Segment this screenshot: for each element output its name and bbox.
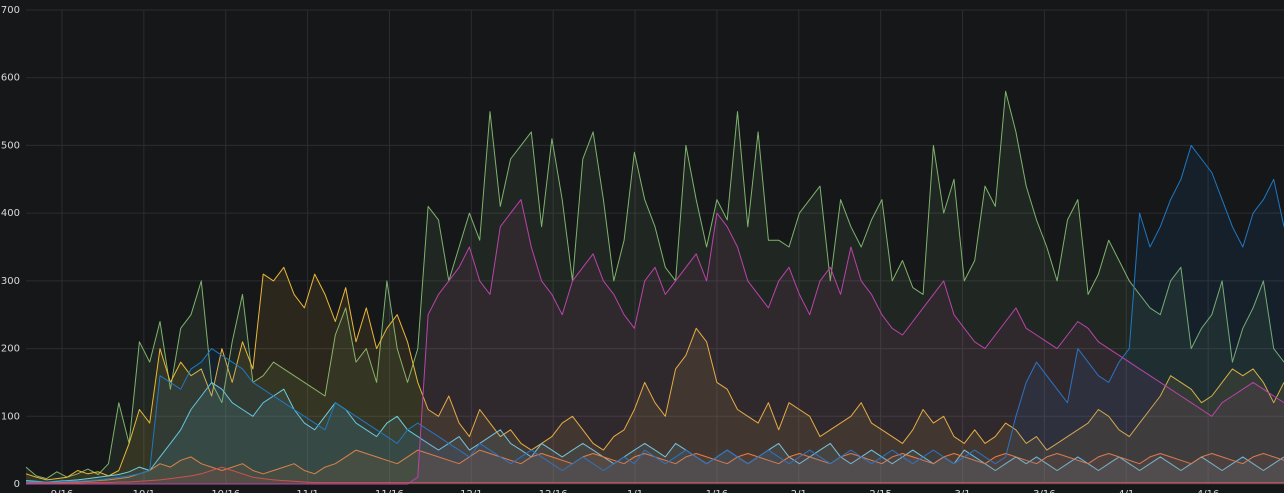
series-area-0 [26, 91, 1284, 485]
y-tick-label: 400 [1, 208, 20, 219]
x-tick-label: 4/1 [1118, 489, 1134, 493]
x-tick-label: 9/16 [51, 489, 73, 493]
x-tick-label: 4/16 [1197, 489, 1219, 493]
x-tick-label: 12/16 [539, 489, 568, 493]
series-area-6 [26, 199, 1284, 484]
series-area-5 [26, 145, 1284, 484]
series-area-1 [26, 267, 1284, 484]
y-tick-label: 200 [1, 344, 20, 355]
series-line-6 [26, 199, 1284, 485]
grid [26, 9, 1284, 485]
y-tick-label: 500 [1, 140, 20, 151]
series-layer [25, 90, 1284, 485]
axes: 0 100 200 300 400 500 600 700 9/16 10/1 10/16 11/1 1… [1, 5, 1219, 493]
series-area-4 [26, 467, 1284, 484]
x-tick-label: 11/1 [296, 489, 318, 493]
x-tick-label: 11/16 [375, 489, 404, 493]
x-tick-label: 2/1 [791, 489, 807, 493]
series-line-0 [25, 90, 1284, 480]
y-tick-label: 0 [14, 479, 20, 490]
y-tick-label: 300 [1, 276, 20, 287]
y-tick-label: 600 [1, 73, 20, 84]
x-tick-label: 3/1 [954, 489, 970, 493]
series-line-5 [26, 144, 1284, 483]
series-line-4 [26, 466, 1284, 484]
x-tick-label: 12/1 [460, 489, 482, 493]
x-tick-label: 3/16 [1033, 489, 1055, 493]
y-tick-label: 700 [1, 5, 20, 16]
x-tick-label: 2/15 [869, 489, 891, 493]
series-line-1 [25, 266, 1284, 481]
x-tick-label: 1/16 [706, 489, 728, 493]
x-tick-label: 10/16 [211, 489, 240, 493]
series-area-3 [26, 450, 1284, 484]
x-tick-label: 1/1 [627, 489, 643, 493]
y-tick-label: 100 [1, 411, 20, 422]
x-tick-label: 10/1 [133, 489, 155, 493]
